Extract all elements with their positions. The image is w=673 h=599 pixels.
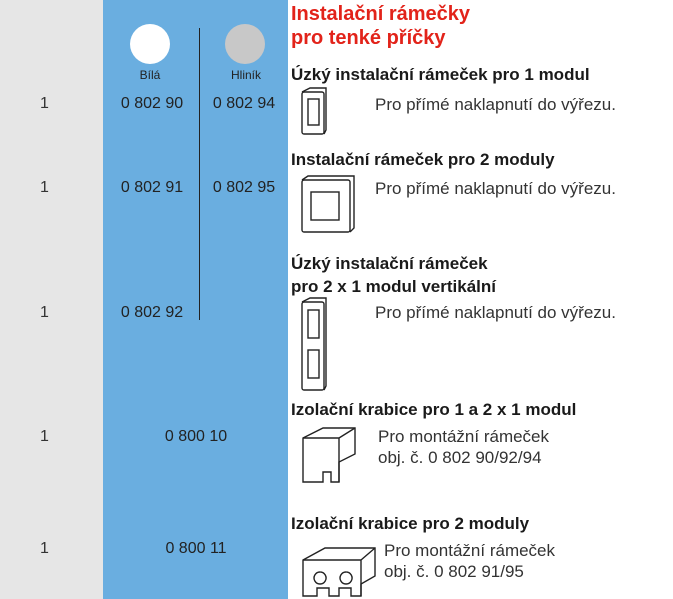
quantity: 1 — [40, 179, 49, 196]
section-title: Instalační rámečky — [291, 3, 470, 25]
quantity: 1 — [40, 428, 49, 445]
section-title: pro tenké příčky — [291, 27, 446, 49]
icon-box-2 — [302, 547, 376, 597]
icon-frame-3 — [301, 297, 327, 391]
order-code: 0 802 95 — [212, 179, 276, 196]
qty-column — [0, 0, 103, 599]
item-title: Izolační krabice pro 2 moduly — [291, 514, 530, 533]
item-description: obj. č. 0 802 91/95 — [384, 562, 524, 581]
column-label: Bílá — [139, 68, 161, 82]
alu-swatch — [225, 24, 265, 64]
order-code: 0 800 11 — [165, 540, 227, 557]
item-title: Izolační krabice pro 1 a 2 x 1 modul — [291, 400, 577, 419]
item-description: obj. č. 0 802 90/92/94 — [378, 448, 542, 467]
quantity: 1 — [40, 304, 49, 321]
code-column — [103, 0, 288, 599]
white-swatch — [130, 24, 170, 64]
item-title: Úzký instalační rámeček pro 1 modul — [291, 65, 590, 84]
item-title: pro 2 x 1 modul vertikální — [291, 277, 497, 296]
item-title: Úzký instalační rámeček — [291, 254, 488, 273]
item-description: Pro montážní rámeček — [378, 427, 550, 446]
order-code: 0 802 91 — [120, 179, 184, 196]
item-description: Pro montážní rámeček — [384, 541, 556, 560]
item-description: Pro přímé naklapnutí do výřezu. — [375, 179, 616, 198]
item-description: Pro přímé naklapnutí do výřezu. — [375, 303, 616, 322]
order-code: 0 802 90 — [120, 95, 184, 112]
quantity: 1 — [40, 540, 49, 557]
order-code: 0 802 94 — [212, 95, 276, 112]
icon-frame-2 — [301, 175, 355, 233]
order-code: 0 802 92 — [120, 304, 184, 321]
icon-box-1 — [302, 427, 356, 483]
divider — [199, 28, 200, 320]
order-code: 0 800 10 — [164, 428, 228, 445]
column-label: Hliník — [230, 68, 262, 82]
item-title: Instalační rámeček pro 2 moduly — [291, 150, 555, 169]
item-description: Pro přímé naklapnutí do výřezu. — [375, 95, 616, 114]
quantity: 1 — [40, 95, 49, 112]
icon-frame-1 — [301, 87, 327, 135]
